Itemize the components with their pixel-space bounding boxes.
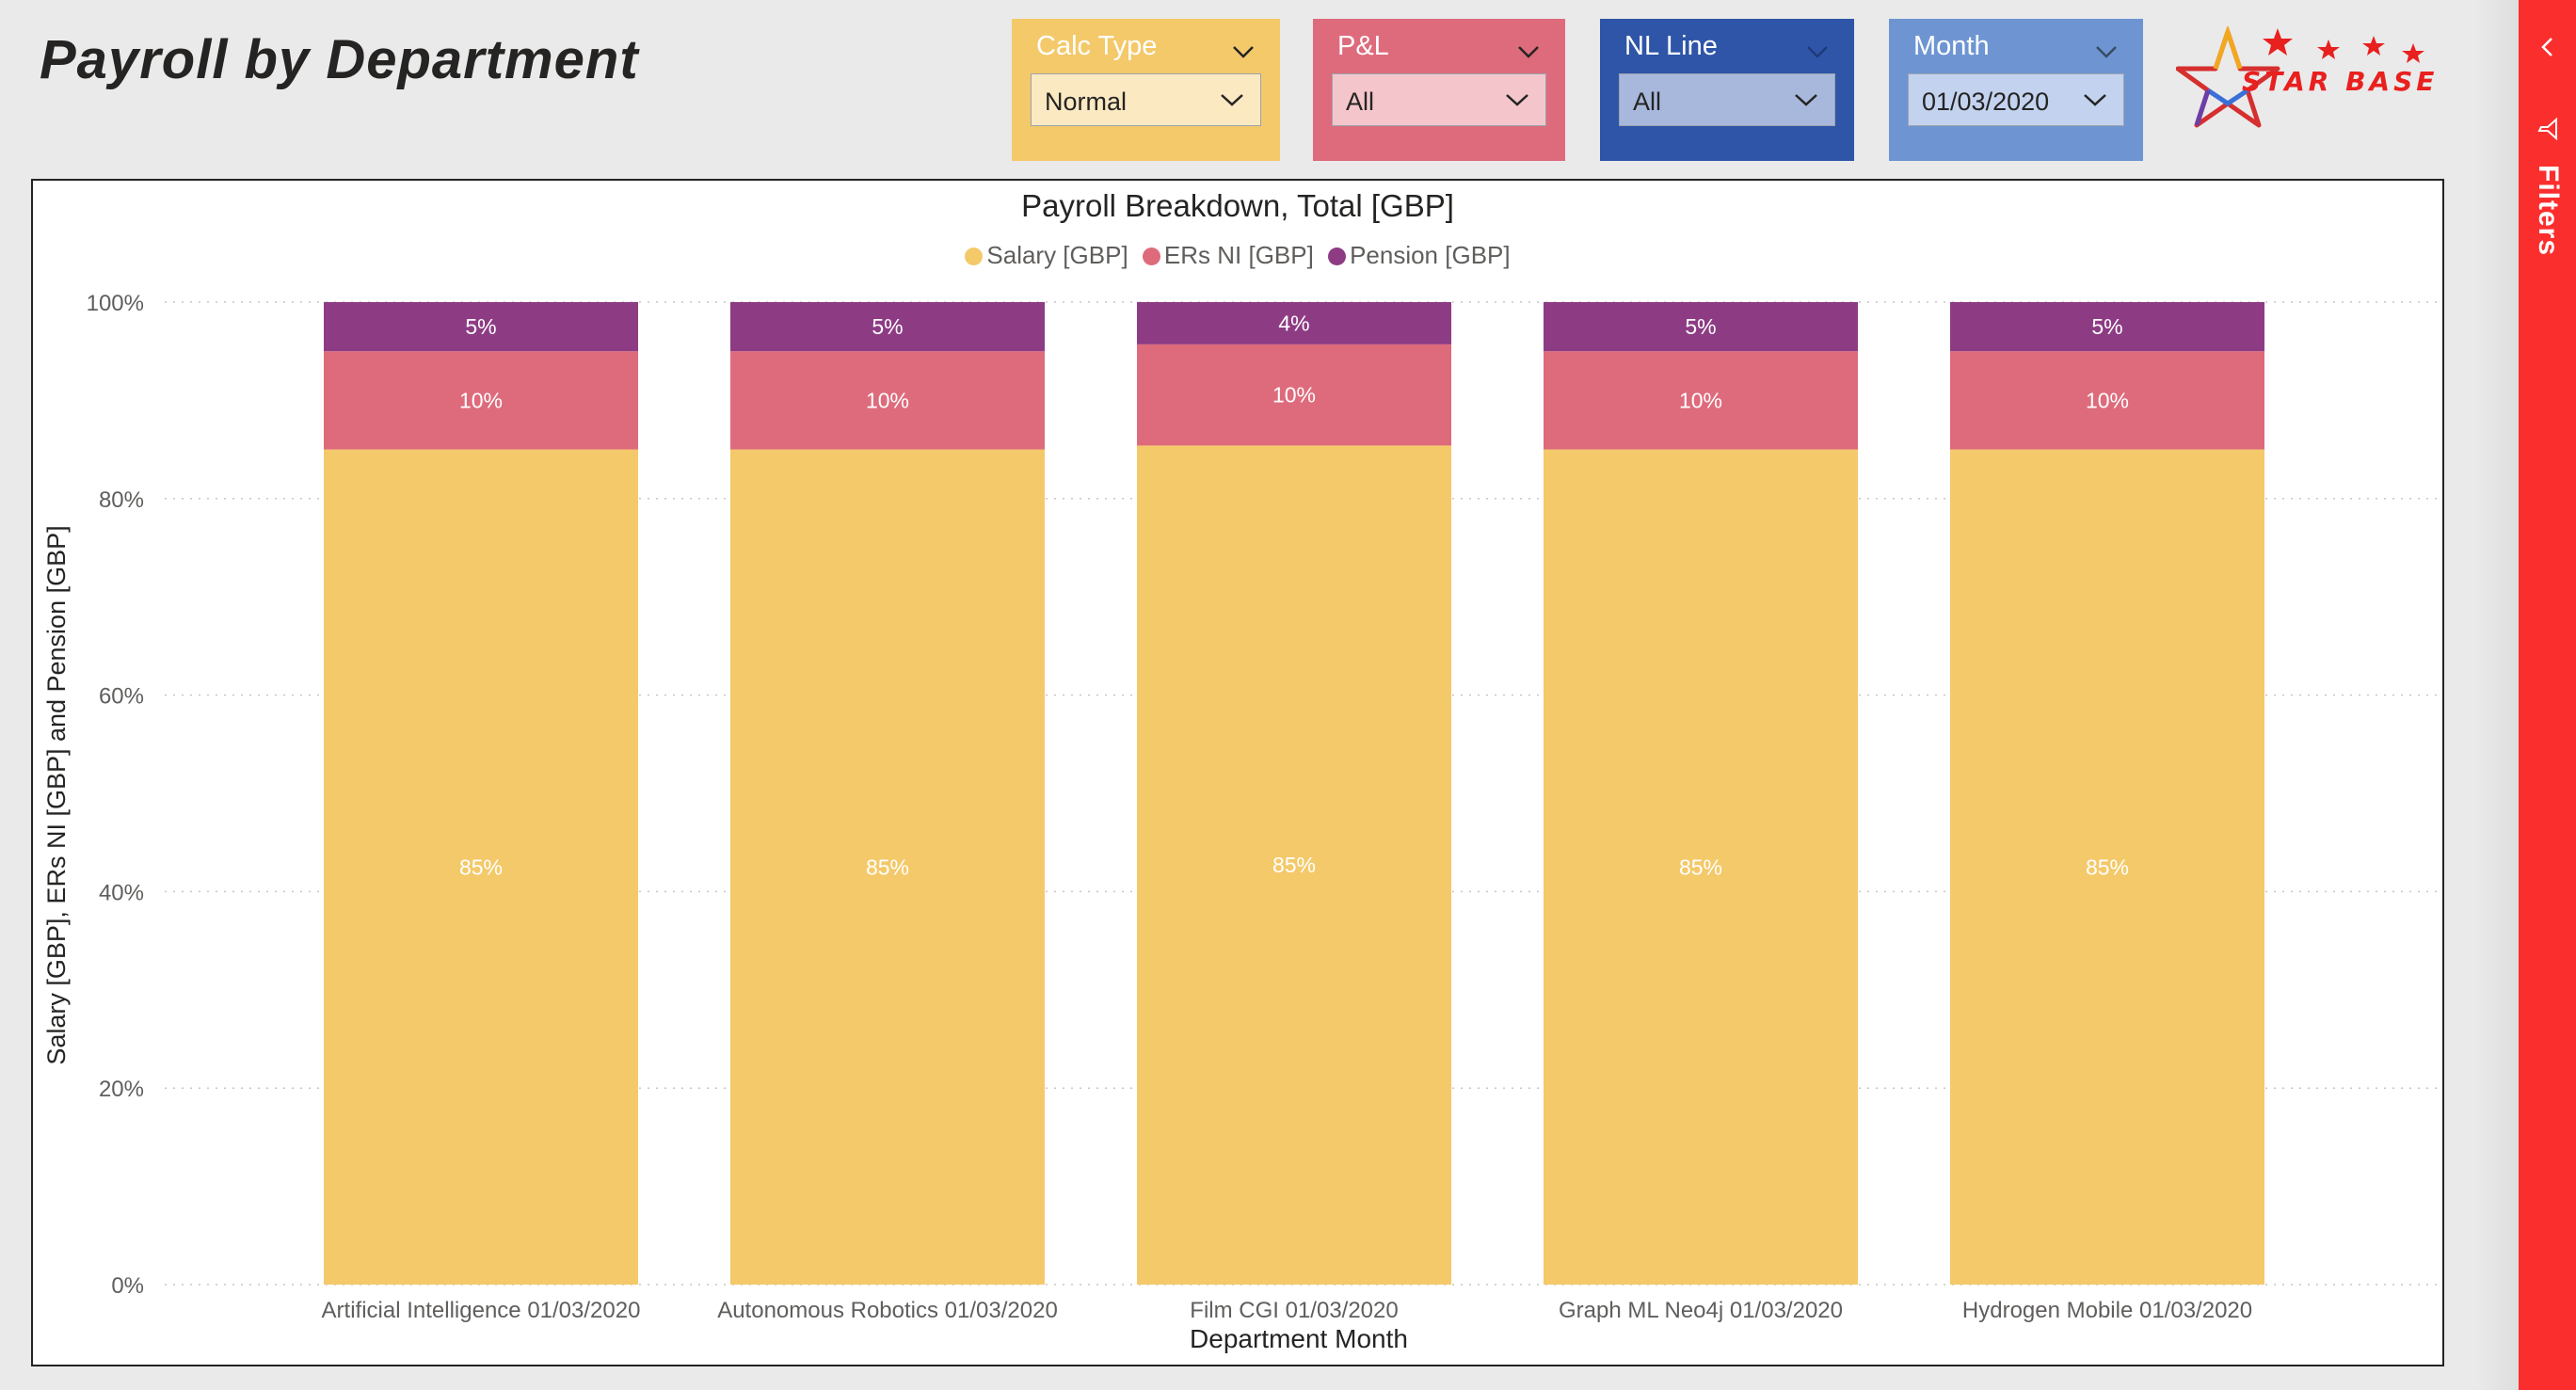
slicer-month-value: 01/03/2020 xyxy=(1922,88,2050,116)
slicer-calc-type-value: Normal xyxy=(1045,88,1128,116)
chevron-down-icon xyxy=(1795,94,1817,106)
data-label: 85% xyxy=(2086,855,2129,879)
data-label: 10% xyxy=(2086,388,2129,412)
y-tick-label: 80% xyxy=(99,487,144,513)
x-axis-title: Department Month xyxy=(1190,1324,1408,1353)
slicer-nl-line-dropdown[interactable]: All xyxy=(1619,73,1835,126)
data-label: 10% xyxy=(866,388,909,412)
chevron-left-icon[interactable] xyxy=(2536,36,2559,58)
slicer-nl-line[interactable]: NL Line All xyxy=(1600,19,1854,161)
chart-legend: Salary [GBP] ERs NI [GBP] Pension [GBP] xyxy=(33,241,2442,270)
slicer-month-dropdown[interactable]: 01/03/2020 xyxy=(1908,73,2124,126)
bars xyxy=(324,302,2264,1286)
legend-label-pension: Pension [GBP] xyxy=(1350,241,1511,269)
legend-item-ers-ni[interactable]: ERs NI [GBP] xyxy=(1142,241,1314,270)
slicer-calc-type-dropdown[interactable]: Normal xyxy=(1031,73,1261,126)
data-label: 85% xyxy=(459,855,503,879)
chevron-down-icon xyxy=(2084,94,2106,106)
data-label: 5% xyxy=(465,314,496,339)
slicer-pnl-value: All xyxy=(1346,88,1375,116)
bar-segment[interactable] xyxy=(730,351,1045,450)
page-title: Payroll by Department xyxy=(40,29,639,90)
chevron-down-icon[interactable] xyxy=(1231,40,1256,64)
data-label: 5% xyxy=(1685,314,1716,339)
data-label: 85% xyxy=(1679,855,1722,879)
page-edge xyxy=(2475,0,2519,1390)
bar-segment[interactable] xyxy=(1544,449,1858,1286)
x-tick-label: Artificial Intelligence 01/03/2020 xyxy=(322,1298,641,1323)
legend-dot-icon xyxy=(965,248,984,265)
data-label: 5% xyxy=(872,314,903,339)
data-label: 85% xyxy=(1272,853,1316,877)
x-tick-label: Film CGI 01/03/2020 xyxy=(1190,1298,1398,1323)
filters-label[interactable]: Filters xyxy=(2533,165,2564,257)
bar-segment[interactable] xyxy=(1950,351,2264,450)
bar-segment[interactable] xyxy=(1137,302,1451,344)
legend-item-salary[interactable]: Salary [GBP] xyxy=(965,241,1128,270)
data-label: 10% xyxy=(1679,388,1722,412)
y-tick-label: 100% xyxy=(87,291,144,316)
y-axis-title: Salary [GBP], ERs NI [GBP] and Pension [… xyxy=(42,525,71,1064)
bar-segment[interactable] xyxy=(1950,302,2264,352)
chevron-down-icon[interactable] xyxy=(2094,40,2119,64)
chevron-down-icon xyxy=(1221,94,1243,106)
data-label: 4% xyxy=(1278,311,1309,335)
bar-segment[interactable] xyxy=(1544,302,1858,352)
logo-star-icon xyxy=(2402,43,2424,63)
legend-label-ers-ni: ERs NI [GBP] xyxy=(1163,241,1314,269)
bar-segment[interactable] xyxy=(324,302,638,352)
logo-star-icon xyxy=(2317,40,2340,59)
legend-dot-icon xyxy=(1328,248,1347,265)
bar-segment[interactable] xyxy=(1544,351,1858,450)
axes: 0% 20% 40% 60% 80% 100% Artificial Intelligenc… xyxy=(87,291,2253,1323)
chart-title: Payroll Breakdown, Total [GBP] xyxy=(1021,188,1454,223)
y-tick-label: 60% xyxy=(99,684,144,710)
data-label: 5% xyxy=(2091,314,2122,339)
x-tick-label: Hydrogen Mobile 01/03/2020 xyxy=(1962,1298,2252,1323)
slicer-pnl[interactable]: P&L All xyxy=(1313,19,1565,161)
legend-label-salary: Salary [GBP] xyxy=(986,241,1128,269)
bar-segment[interactable] xyxy=(730,302,1045,352)
legend-dot-icon xyxy=(1142,248,1160,265)
slicer-calc-type[interactable]: Calc Type Normal xyxy=(1012,19,1280,161)
slicer-month-title: Month xyxy=(1913,31,1990,61)
slicer-pnl-dropdown[interactable]: All xyxy=(1332,73,1546,126)
legend-item-pension[interactable]: Pension [GBP] xyxy=(1328,241,1511,270)
logo-star-icon xyxy=(2362,36,2385,56)
y-tick-label: 20% xyxy=(99,1077,144,1102)
bar-segment[interactable] xyxy=(324,351,638,450)
y-tick-label: 0% xyxy=(111,1273,144,1299)
chevron-down-icon xyxy=(1506,94,1528,106)
bar-segment[interactable] xyxy=(1137,445,1451,1285)
bar-segment[interactable] xyxy=(730,449,1045,1286)
data-label: 85% xyxy=(866,855,909,879)
data-label: 10% xyxy=(459,388,503,412)
chevron-down-icon[interactable] xyxy=(1805,40,1830,64)
data-label: 10% xyxy=(1272,383,1316,407)
chart-plot: 85% 10% 5% 85% 10% 5% 85% 10% 4% 85% 10% 5% 85% 10% 5%… xyxy=(42,291,2442,1353)
star-base-logo: STAR BASE xyxy=(2176,26,2438,128)
bar-segment[interactable] xyxy=(324,449,638,1286)
filter-icon xyxy=(2537,117,2557,141)
slicer-pnl-title: P&L xyxy=(1337,31,1389,61)
x-tick-label: Autonomous Robotics 01/03/2020 xyxy=(717,1298,1058,1323)
logo-text: STAR BASE xyxy=(2242,66,2438,97)
bar-segment[interactable] xyxy=(1137,344,1451,446)
slicer-nl-line-value: All xyxy=(1633,88,1662,116)
chart-container: Payroll Breakdown, Total [GBP] Salary [G… xyxy=(31,179,2444,1366)
slicer-month[interactable]: Month 01/03/2020 xyxy=(1889,19,2143,161)
filters-pane-collapsed[interactable] xyxy=(2519,0,2576,1390)
x-tick-label: Graph ML Neo4j 01/03/2020 xyxy=(1559,1298,1843,1323)
slicer-calc-type-title: Calc Type xyxy=(1036,31,1158,61)
chevron-down-icon[interactable] xyxy=(1516,40,1541,64)
bar-segment[interactable] xyxy=(1950,449,2264,1286)
y-tick-label: 40% xyxy=(99,880,144,905)
slicer-nl-line-title: NL Line xyxy=(1624,31,1718,61)
logo-star-icon xyxy=(2263,28,2293,56)
data-labels: 85% 10% 5% 85% 10% 5% 85% 10% 4% 85% 10% 5% 85% 10% 5% xyxy=(459,311,2129,879)
